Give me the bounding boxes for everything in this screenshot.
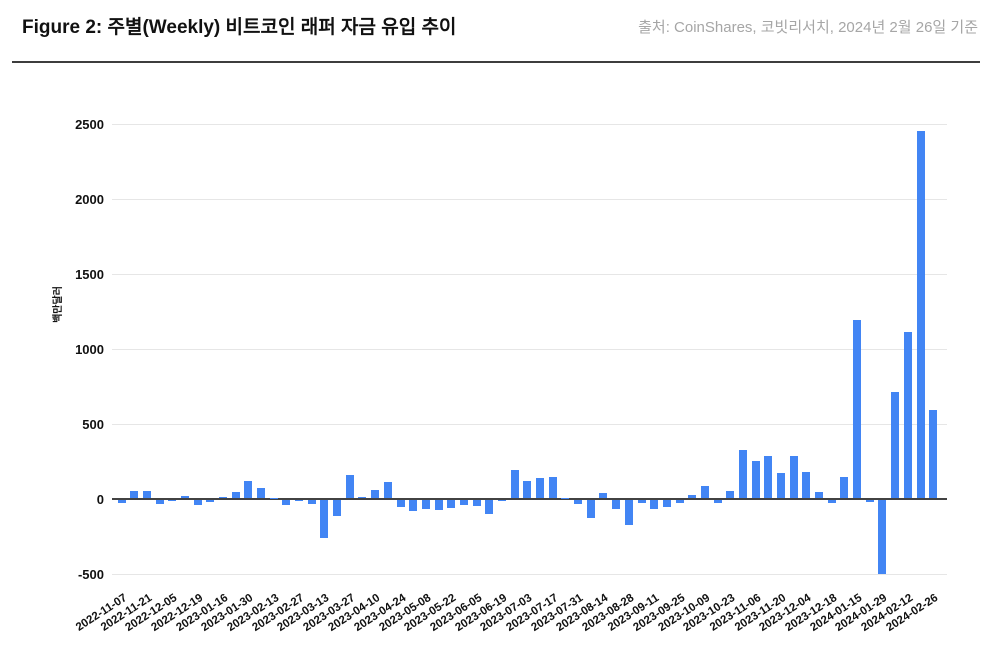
bar-2024-01-29: [878, 500, 887, 574]
y-tick-label: 1500: [75, 267, 104, 282]
bar-2023-01-09: [206, 500, 215, 502]
bar-2022-11-07: [117, 500, 126, 504]
bar-2024-02-19: [916, 130, 925, 498]
bar-2023-01-16: [218, 496, 227, 498]
gridline: [112, 199, 947, 200]
y-tick-label: 0: [96, 492, 104, 507]
bar-2024-02-05: [891, 392, 900, 498]
y-tick-label: 2500: [75, 117, 104, 132]
bar-2023-11-27: [789, 456, 798, 498]
bar-2023-08-28: [624, 500, 633, 526]
bar-2023-12-11: [815, 492, 824, 498]
bar-2022-12-12: [180, 496, 189, 498]
bar-2023-10-09: [700, 486, 709, 498]
bar-2024-02-12: [903, 331, 912, 498]
bar-2023-04-17: [383, 481, 392, 498]
bar-2023-04-03: [358, 497, 367, 499]
bar-2023-11-13: [764, 455, 773, 498]
bar-2023-09-18: [662, 500, 671, 507]
bar-2023-02-27: [295, 500, 304, 501]
bar-2023-10-30: [738, 450, 747, 498]
gridline: [112, 349, 947, 350]
bar-2023-07-10: [536, 478, 545, 498]
bar-2023-03-27: [345, 474, 354, 498]
figure-source: 출처: CoinShares, 코빗리서치, 2024년 2월 26일 기준: [638, 19, 978, 36]
bar-2023-07-24: [561, 497, 570, 499]
bar-2023-09-25: [675, 500, 684, 503]
bar-2023-03-13: [320, 500, 329, 538]
bar-2023-10-23: [726, 491, 735, 498]
bar-chart: 2500 2000 1500 1000 500 0 -500 백만달러 2022-11-07 20…: [0, 70, 992, 655]
bar-2023-07-17: [548, 477, 557, 498]
bar-2023-04-24: [396, 500, 405, 507]
bar-2023-01-23: [231, 492, 240, 498]
bar-2023-12-04: [802, 472, 811, 498]
bar-2023-06-19: [497, 500, 506, 501]
gridline: [112, 424, 947, 425]
bar-2023-07-31: [574, 500, 583, 504]
bar-2023-07-03: [523, 480, 532, 498]
bar-2023-09-11: [650, 500, 659, 510]
gridline: [112, 574, 947, 575]
bar-2024-01-08: [840, 477, 849, 498]
y-tick-label: -500: [77, 567, 104, 582]
x-axis-zero-line: [112, 498, 947, 500]
figure-title: Figure 2: 주별(Weekly) 비트코인 래퍼 자금 유입 추이: [22, 17, 457, 38]
bar-2022-11-28: [155, 500, 164, 505]
bar-2023-11-20: [777, 472, 786, 498]
y-tick-label: 500: [82, 417, 104, 432]
bar-2023-06-12: [485, 500, 494, 514]
bar-2023-04-10: [371, 489, 380, 498]
bar-2022-11-14: [130, 491, 139, 498]
bar-2023-11-06: [751, 460, 760, 498]
bar-2023-01-30: [244, 480, 253, 498]
bar-2023-12-18: [827, 500, 836, 503]
bar-2024-02-26: [929, 409, 938, 498]
gridline: [112, 274, 947, 275]
y-tick-label: 1000: [75, 342, 104, 357]
bar-2023-09-04: [637, 500, 646, 503]
bar-2023-08-14: [599, 493, 608, 498]
bar-2023-05-08: [421, 500, 430, 510]
gridline: [112, 124, 947, 125]
bar-2023-06-26: [510, 469, 519, 498]
bar-2022-12-05: [168, 500, 177, 502]
y-tick-label: 2000: [75, 192, 104, 207]
bar-2023-05-29: [459, 500, 468, 505]
bar-2022-11-21: [142, 491, 151, 498]
bar-2023-03-20: [333, 500, 342, 516]
bar-2023-05-01: [409, 500, 418, 511]
bar-2023-03-06: [307, 500, 316, 505]
bar-2024-01-22: [865, 500, 874, 503]
bar-2022-12-19: [193, 500, 202, 505]
header-divider: [12, 61, 980, 63]
bar-2023-08-21: [612, 500, 621, 510]
y-axis-title: 백만달러: [52, 286, 64, 323]
bar-2023-02-13: [269, 497, 278, 499]
bar-2023-02-06: [257, 487, 265, 498]
bar-2023-02-20: [282, 500, 291, 505]
bar-2023-06-05: [472, 500, 481, 506]
bar-2023-08-07: [586, 500, 595, 518]
bar-2023-10-16: [713, 500, 722, 503]
bar-2023-05-22: [447, 500, 456, 509]
bar-2023-05-15: [434, 500, 443, 511]
bar-2023-10-02: [688, 494, 697, 498]
bar-2024-01-15: [853, 319, 862, 498]
